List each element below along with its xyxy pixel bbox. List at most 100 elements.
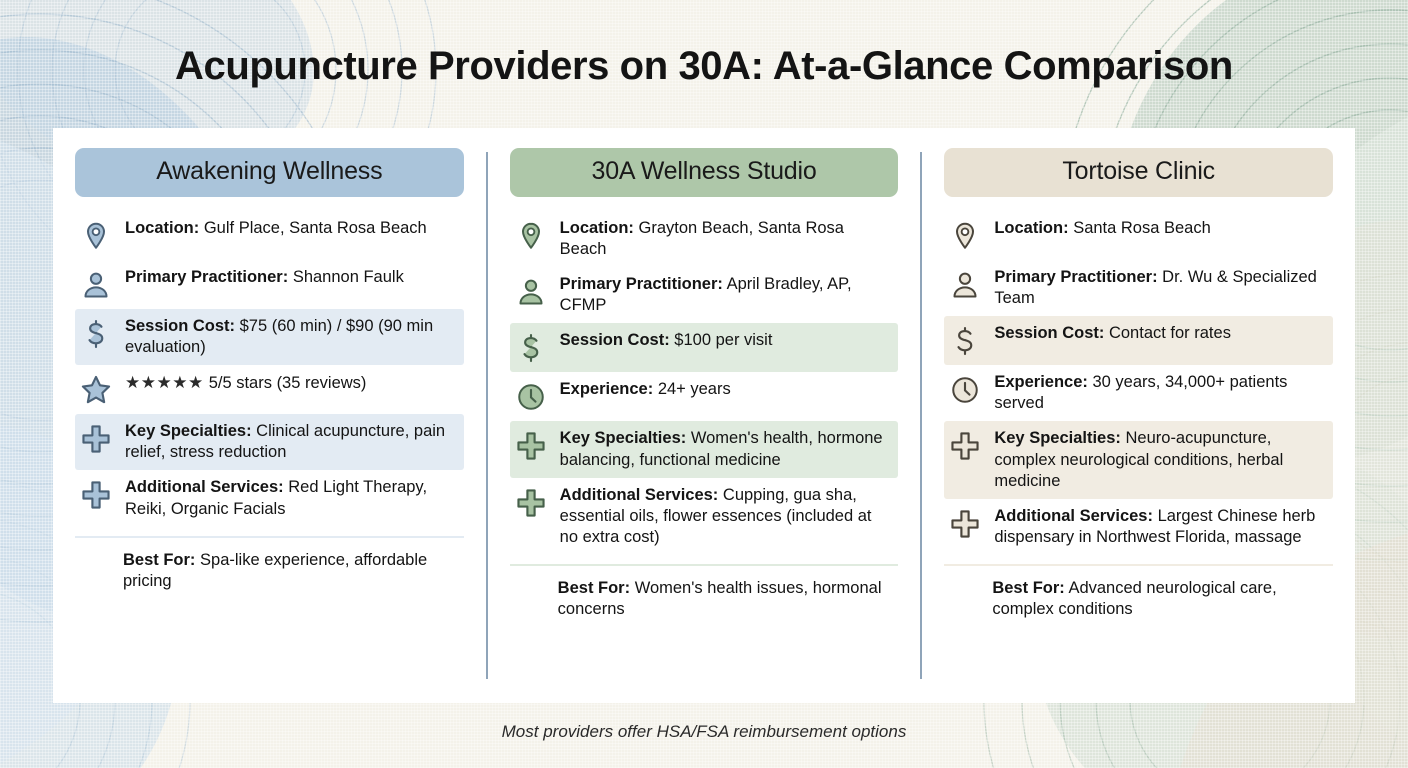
detail-value: Clinical acupuncture, pain relief, stres…	[125, 422, 446, 462]
detail-text: Location: Grayton Beach, Santa Rosa Beac…	[560, 218, 893, 260]
detail-value: Women's health issues, hormonal concerns	[557, 578, 882, 619]
detail-value: Cupping, gua sha, essential oils, flower…	[559, 485, 872, 546]
detail-label: Location:	[125, 219, 200, 237]
detail-value: April Bradley, AP, CFMP	[559, 275, 852, 315]
detail-row: Location: Santa Rosa Beach	[944, 211, 1333, 260]
detail-value: Women's health, hormone balancing, funct…	[559, 429, 883, 469]
detail-text: Best For: Advanced neurological care, co…	[992, 578, 1327, 620]
plus-cross-icon	[79, 478, 113, 512]
column-divider	[920, 152, 923, 679]
provider-name-header: Tortoise Clinic	[944, 148, 1334, 197]
detail-value: 30 years, 34,000+ patients served	[994, 373, 1288, 413]
detail-label: Primary Practitioner:	[994, 268, 1158, 286]
detail-text: Primary Practitioner: Shannon Faulk	[125, 267, 458, 288]
detail-value: Neuro-acupuncture, complex neurological …	[994, 429, 1284, 490]
plus-cross-icon	[514, 486, 548, 520]
detail-row: Session Cost: $100 per visit	[509, 323, 899, 373]
provider-detail-list: Location: Gulf Place, Santa Rosa Beach Pr…	[75, 211, 464, 599]
detail-text: Primary Practitioner: April Bradley, AP,…	[560, 274, 893, 316]
footer-note: Most providers offer HSA/FSA reimburseme…	[501, 722, 907, 741]
location-pin-icon	[948, 219, 982, 253]
detail-value: Contact for rates	[1108, 324, 1231, 343]
detail-value: Advanced neurological care, complex cond…	[992, 578, 1277, 619]
detail-label: Primary Practitioner:	[559, 275, 723, 294]
detail-row: Key Specialties: Clinical acupuncture, p…	[75, 414, 464, 471]
detail-row: Primary Practitioner: Shannon Faulk	[75, 260, 464, 309]
clock-icon	[514, 380, 548, 414]
detail-row: Location: Gulf Place, Santa Rosa Beach	[75, 211, 464, 260]
dollar-sign-icon	[79, 317, 113, 351]
detail-row: Session Cost: Contact for rates	[944, 316, 1334, 366]
detail-value: Spa-like experience, affordable pricing	[123, 550, 428, 590]
detail-row: Additional Services: Cupping, gua sha, e…	[510, 478, 899, 555]
detail-label: Experience:	[559, 380, 654, 399]
detail-label: Primary Practitioner:	[125, 268, 289, 286]
detail-row: Location: Grayton Beach, Santa Rosa Beac…	[510, 211, 899, 267]
detail-text: Experience: 24+ years	[560, 379, 893, 400]
detail-label: Additional Services:	[125, 478, 284, 497]
detail-text: Best For: Spa-like experience, affordabl…	[123, 550, 458, 592]
detail-row: Primary Practitioner: Dr. Wu & Specializ…	[944, 260, 1333, 316]
provider-detail-list: Location: Grayton Beach, Santa Rosa Beac…	[509, 211, 899, 627]
provider-detail-list: Location: Santa Rosa Beach Primary Practi…	[944, 211, 1334, 627]
detail-row: Experience: 30 years, 34,000+ patients s…	[944, 365, 1333, 421]
provider-column: 30A Wellness Studio Location: Grayton Bea…	[488, 128, 921, 703]
provider-name-header: 30A Wellness Studio	[509, 148, 899, 197]
plus-cross-icon	[79, 422, 113, 456]
detail-row: Best For: Women's health issues, hormona…	[509, 563, 899, 627]
detail-value: Dr. Wu & Specialized Team	[994, 268, 1317, 308]
detail-row: ★★★★★ 5/5 stars (35 reviews)	[75, 365, 464, 414]
dollar-sign-icon	[948, 324, 982, 358]
detail-row: Key Specialties: Women's health, hormone…	[509, 421, 899, 478]
detail-label: Best For:	[557, 578, 631, 597]
detail-text: Key Specialties: Clinical acupuncture, p…	[125, 421, 458, 463]
page-title: Acupuncture Providers on 30A: At-a-Glanc…	[175, 44, 1233, 88]
dollar-sign-icon	[514, 331, 548, 365]
provider-column: Tortoise Clinic Location: Santa Rosa Beac…	[922, 128, 1355, 703]
person-icon	[514, 275, 548, 309]
detail-label: Key Specialties:	[125, 422, 252, 441]
detail-text: Additional Services: Cupping, gua sha, e…	[560, 485, 893, 548]
detail-value: Grayton Beach, Santa Rosa Beach	[559, 219, 844, 259]
plus-cross-icon	[514, 429, 548, 463]
detail-label: Session Cost:	[125, 317, 236, 335]
detail-text: Key Specialties: Neuro-acupuncture, comp…	[994, 428, 1327, 491]
person-icon	[948, 268, 982, 302]
detail-value: Gulf Place, Santa Rosa Beach	[203, 219, 427, 237]
comparison-card: Awakening Wellness Location: Gulf Place, …	[53, 128, 1355, 703]
person-icon	[79, 268, 113, 302]
detail-value: 24+ years	[657, 380, 731, 399]
detail-row: Best For: Spa-like experience, affordabl…	[75, 535, 464, 599]
detail-row: Additional Services: Largest Chinese her…	[944, 499, 1333, 555]
detail-value: $75 (60 min) / $90 (90 min evaluation)	[125, 317, 434, 357]
detail-text: ★★★★★ 5/5 stars (35 reviews)	[125, 372, 458, 394]
detail-row: Primary Practitioner: April Bradley, AP,…	[510, 267, 899, 323]
detail-label: Additional Services:	[559, 485, 719, 504]
detail-label: Session Cost:	[994, 324, 1105, 343]
detail-text: Location: Gulf Place, Santa Rosa Beach	[125, 218, 458, 239]
detail-label: Key Specialties:	[994, 429, 1121, 448]
detail-row: Best For: Advanced neurological care, co…	[944, 563, 1334, 627]
detail-text: Location: Santa Rosa Beach	[994, 218, 1327, 239]
star-rating-glyphs: ★★★★★	[125, 373, 204, 393]
detail-value: Red Light Therapy, Reiki, Organic Facial…	[125, 478, 428, 518]
detail-label: Experience:	[994, 373, 1088, 392]
detail-text: Experience: 30 years, 34,000+ patients s…	[994, 372, 1327, 414]
detail-row: Experience: 24+ years	[510, 372, 899, 421]
detail-label: Key Specialties:	[559, 429, 687, 448]
detail-text: Key Specialties: Women's health, hormone…	[560, 428, 893, 470]
provider-column: Awakening Wellness Location: Gulf Place, …	[53, 128, 486, 703]
detail-value: Santa Rosa Beach	[1073, 219, 1211, 237]
detail-text: Session Cost: $75 (60 min) / $90 (90 min…	[125, 316, 458, 358]
plus-cross-icon	[948, 507, 982, 541]
detail-text: Best For: Women's health issues, hormona…	[558, 578, 893, 620]
detail-text: Additional Services: Red Light Therapy, …	[125, 477, 458, 519]
detail-text: Primary Practitioner: Dr. Wu & Specializ…	[994, 267, 1327, 309]
detail-label: Additional Services:	[994, 506, 1153, 525]
detail-row: Key Specialties: Neuro-acupuncture, comp…	[944, 421, 1334, 499]
column-divider	[485, 152, 488, 679]
location-pin-icon	[514, 219, 548, 253]
plus-cross-icon	[948, 429, 982, 463]
detail-value: Largest Chinese herb dispensary in North…	[994, 506, 1316, 546]
star-icon	[79, 373, 113, 407]
